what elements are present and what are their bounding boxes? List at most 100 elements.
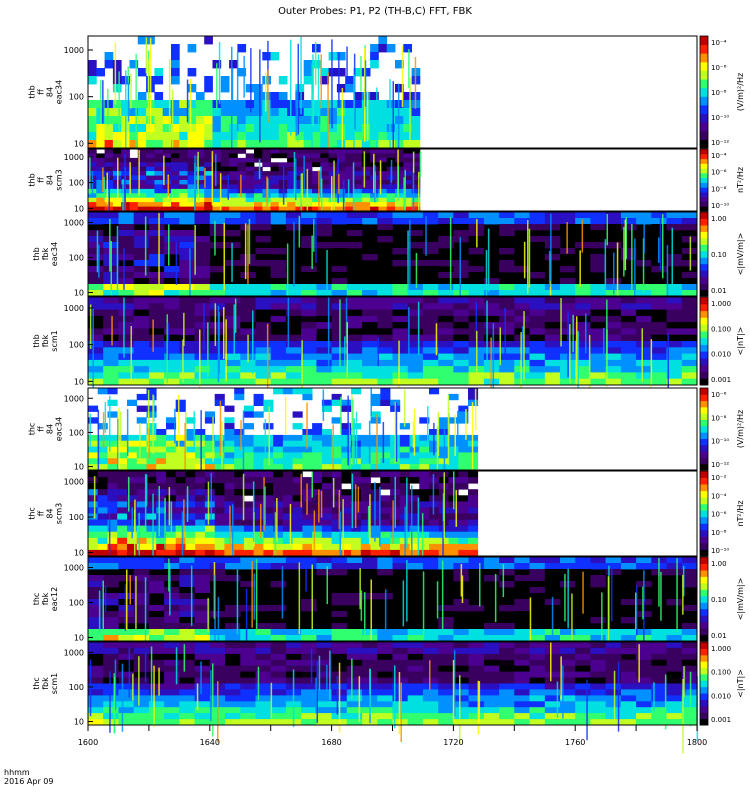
spectrogram-cell: [353, 157, 363, 163]
spectrogram-cell: [316, 635, 332, 642]
spectrogram-cell: [345, 124, 354, 133]
spectrogram-cell: [380, 495, 391, 502]
spectrogram-cell: [453, 218, 469, 225]
colorbar-tick-label: 10⁻¹²: [711, 461, 729, 469]
spectrogram-cell: [378, 180, 388, 185]
spectrogram-streak: [364, 592, 366, 635]
spectrogram-cell: [245, 193, 255, 199]
spectrogram-cell: [179, 695, 195, 702]
spectrogram-streak: [267, 69, 269, 123]
spectrogram-streak: [240, 420, 242, 451]
spectrogram-cell: [407, 695, 424, 702]
spectrogram-cell: [302, 393, 313, 401]
spectrogram-cell: [320, 153, 329, 159]
spectrogram-streak: [144, 473, 147, 528]
spectrogram-cell: [136, 452, 147, 459]
spectrogram-cell: [636, 695, 652, 702]
spectrogram-cell: [117, 446, 128, 453]
spectrogram-cell: [681, 575, 698, 582]
spectrogram-cell: [146, 525, 157, 533]
spectrogram-cell: [88, 116, 97, 125]
spectrogram-cell: [392, 659, 409, 667]
spectrogram-cell: [331, 537, 342, 545]
spectrogram-cell: [666, 372, 683, 380]
spectrogram-cell: [156, 483, 167, 490]
spectrogram-cell: [499, 334, 515, 342]
spectrogram-cell: [666, 334, 683, 342]
spectrogram-cell: [179, 359, 195, 367]
spectrogram-cell: [419, 471, 430, 478]
spectrogram-cell: [255, 378, 272, 386]
spectrogram-cell: [377, 671, 393, 678]
spectrogram-cell: [137, 184, 147, 190]
spectrogram-cell: [438, 557, 454, 564]
spectrogram-cell: [133, 683, 150, 690]
spectrogram-cell: [187, 202, 197, 207]
spectrogram-cell: [336, 140, 346, 149]
spectrogram-cell: [209, 677, 226, 684]
spectrogram-cell: [204, 477, 215, 484]
spectrogram-cell: [353, 68, 363, 77]
spectrogram-cell: [179, 290, 195, 297]
spectrogram-streak: [613, 670, 616, 720]
colorbar-swatch: [700, 212, 708, 219]
spectrogram-cell: [448, 417, 459, 424]
spectrogram-cell: [605, 659, 622, 667]
colorbar-swatch: [700, 705, 708, 713]
spectrogram-cell: [225, 353, 241, 361]
colorbar-swatch: [700, 237, 708, 245]
spectrogram-cell: [96, 193, 105, 199]
spectrogram-cell: [88, 483, 99, 490]
spectrogram-cell: [245, 100, 255, 109]
spectrogram-cell: [224, 477, 235, 484]
spectrogram-streak: [676, 558, 678, 633]
footer-hhmm: hhmm: [4, 768, 30, 777]
spectrogram-cell: [651, 218, 667, 225]
spectrogram-cell: [458, 537, 469, 545]
spectrogram-cell: [438, 659, 454, 667]
spectrogram-cell: [103, 593, 119, 600]
spectrogram-cell: [240, 581, 256, 588]
spectrogram-cell: [392, 671, 409, 678]
spectrogram-cell: [118, 224, 135, 231]
spectrogram-cell: [312, 140, 321, 149]
spectrogram-cell: [468, 248, 485, 255]
spectrogram-cell: [103, 563, 119, 570]
spectrogram-cell: [224, 417, 235, 424]
spectrogram-cell: [278, 153, 288, 159]
spectrogram-cell: [214, 513, 225, 520]
spectrogram-cell: [438, 423, 449, 430]
spectrogram-cell: [137, 162, 147, 168]
spectrogram-cell: [380, 531, 391, 539]
spectrogram-cell: [605, 315, 622, 323]
spectrogram-cell: [321, 531, 332, 539]
spectrogram-cell: [453, 647, 469, 655]
spectrogram-cell: [146, 458, 157, 465]
spectrogram-cell: [278, 76, 288, 85]
spectrogram-cell: [214, 489, 225, 496]
spectrogram-cell: [127, 471, 138, 478]
spectrogram-cell: [341, 495, 352, 502]
spectrogram-cell: [346, 290, 363, 297]
spectrogram-cell: [88, 341, 104, 348]
spectrogram-cell: [346, 353, 363, 361]
spectrogram-cell: [681, 581, 698, 588]
spectrogram-cell: [336, 116, 346, 125]
spectrogram-cell: [320, 162, 329, 168]
spectrogram-cell: [346, 713, 363, 720]
spectrogram-cell: [253, 411, 264, 418]
spectrogram-cell: [270, 162, 280, 168]
spectrogram-cell: [270, 378, 287, 386]
spectrogram-streak: [369, 669, 371, 716]
spectrogram-cell: [212, 149, 222, 154]
spectrogram-cell: [148, 563, 165, 570]
spectrogram-streak: [215, 154, 217, 186]
spectrogram-cell: [320, 100, 329, 109]
spectrogram-cell: [204, 537, 215, 545]
spectrogram-cell: [295, 202, 305, 207]
spectrogram-cell: [234, 464, 245, 471]
spectrogram-cell: [422, 322, 439, 329]
spectrogram-cell: [255, 629, 272, 636]
spectrogram-cell: [164, 297, 180, 304]
spectrogram-cell: [392, 563, 409, 570]
